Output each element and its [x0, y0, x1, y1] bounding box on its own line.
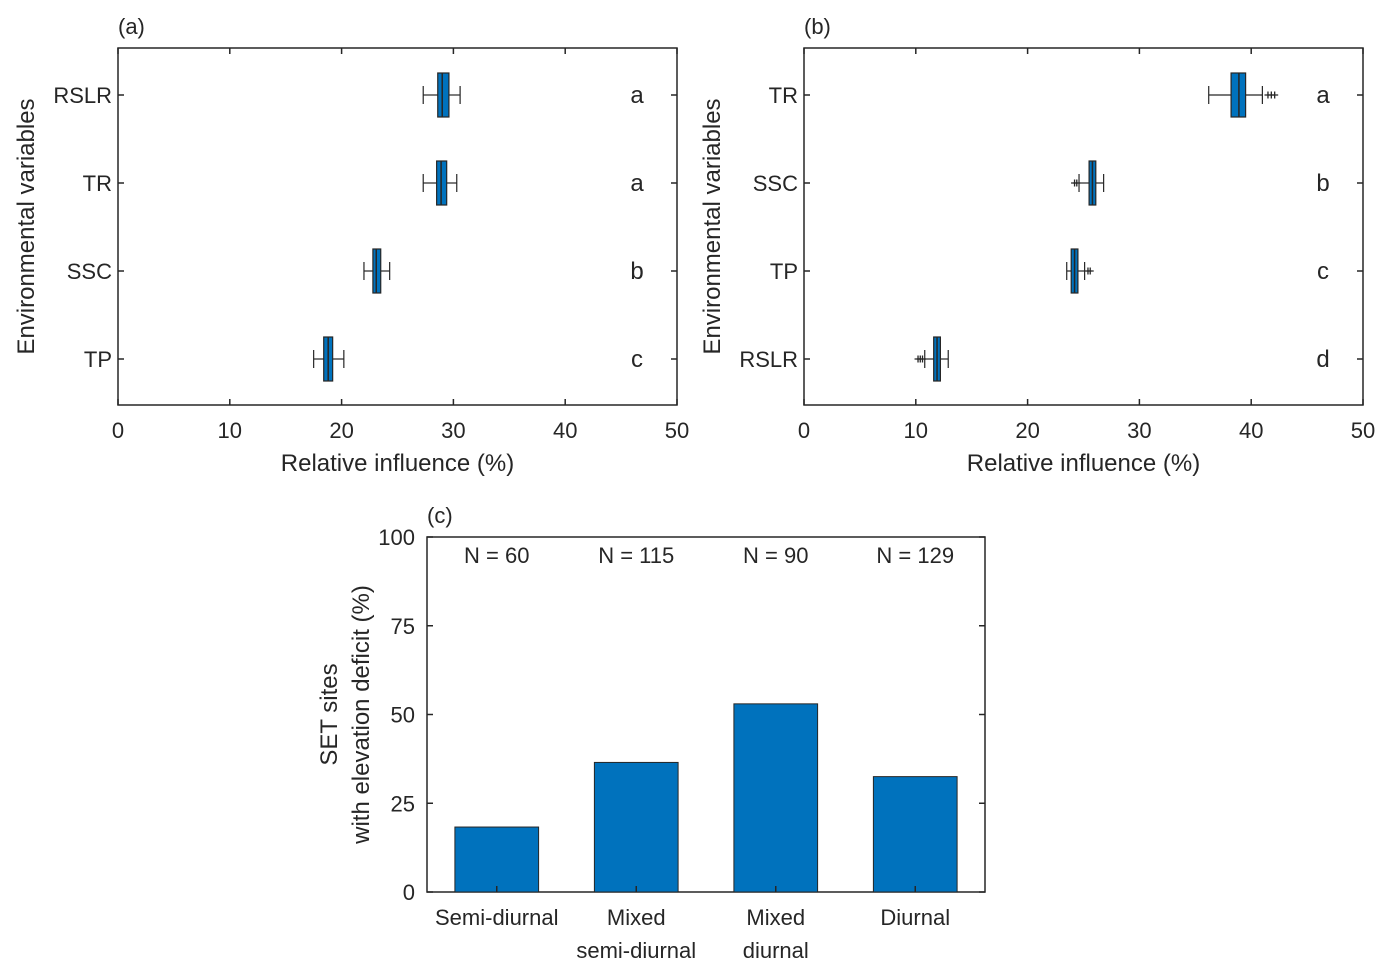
significance-letter: a	[630, 82, 644, 109]
bar-0	[454, 826, 540, 893]
y-axis-title: Environmental variables	[699, 98, 726, 354]
significance-letter: b	[1316, 170, 1329, 197]
panel-label: (a)	[118, 14, 145, 39]
significance-letter: b	[630, 258, 643, 285]
outlier-marker	[1271, 91, 1279, 99]
x-tick-label: Semi-diurnal	[435, 905, 559, 930]
x-tick-label: 0	[798, 418, 810, 443]
x-tick-label: 40	[1239, 418, 1263, 443]
y-tick-label: 75	[391, 614, 415, 639]
panel-b: 0 10 20 30 40 50 TR a SSC b TP c RSLR d Relative influ…	[699, 14, 1375, 477]
y-tick-label: RSLR	[739, 347, 798, 372]
significance-letter: c	[1317, 258, 1329, 285]
x-tick-label: 0	[112, 418, 124, 443]
x-tick-label: Mixed	[746, 905, 805, 930]
significance-letter: a	[1316, 82, 1330, 109]
bar-2	[733, 703, 819, 893]
y-tick-label: 0	[403, 880, 415, 905]
y-tick-label: TP	[84, 347, 112, 372]
x-tick-label: 50	[1351, 418, 1375, 443]
significance-letter: a	[630, 170, 644, 197]
y-axis-title-line2: with elevation deficit (%)	[348, 585, 375, 845]
bar-3	[872, 776, 958, 893]
y-tick-label: 25	[391, 791, 415, 816]
plot-area-frame	[117, 47, 678, 406]
sample-size-label: N = 129	[876, 543, 954, 568]
x-tick-label-line2: diurnal	[743, 938, 809, 960]
panel-c: 0 25 50 75 100 Semi-diurnal N = 60 Mixed semi-di…	[316, 503, 986, 960]
sample-size-label: N = 60	[464, 543, 529, 568]
x-tick-label: 40	[553, 418, 577, 443]
outlier-marker	[1086, 267, 1094, 275]
x-axis-title: Relative influence (%)	[967, 450, 1200, 477]
y-axis-title: Environmental variables	[13, 98, 40, 354]
panel-label: (b)	[804, 14, 831, 39]
y-tick-label: TR	[769, 83, 798, 108]
y-tick-label: 50	[391, 703, 415, 728]
y-tick-label: TR	[83, 171, 112, 196]
outlier-marker	[1073, 179, 1081, 187]
x-tick-label: 20	[1015, 418, 1039, 443]
x-tick-label: 30	[441, 418, 465, 443]
x-tick-label-line2: semi-diurnal	[576, 938, 696, 960]
x-tick-label: 10	[218, 418, 242, 443]
y-tick-label: SSC	[67, 259, 112, 284]
y-tick-label: TP	[770, 259, 798, 284]
x-tick-label: Mixed	[607, 905, 666, 930]
x-axis-title: Relative influence (%)	[281, 450, 514, 477]
x-tick-label: 20	[329, 418, 353, 443]
y-tick-label: RSLR	[53, 83, 112, 108]
panel-label: (c)	[427, 503, 453, 528]
x-tick-label: 10	[904, 418, 928, 443]
plot-area-frame	[803, 47, 1364, 406]
sample-size-label: N = 90	[743, 543, 808, 568]
box-rslr	[437, 72, 450, 118]
significance-letter: d	[1316, 346, 1329, 373]
y-tick-label: 100	[378, 525, 415, 550]
bar-1	[593, 761, 679, 893]
y-axis-title-line1: SET sites	[316, 663, 343, 765]
significance-letter: c	[631, 346, 643, 373]
y-tick-label: SSC	[753, 171, 798, 196]
x-tick-label: 30	[1127, 418, 1151, 443]
x-tick-label: Diurnal	[880, 905, 950, 930]
x-tick-label: 50	[665, 418, 689, 443]
sample-size-label: N = 115	[598, 543, 674, 568]
panel-a: 0 10 20 30 40 50 RSLR a TR a SSC b TP c Relative influ…	[13, 14, 689, 477]
outlier-marker	[919, 355, 927, 363]
